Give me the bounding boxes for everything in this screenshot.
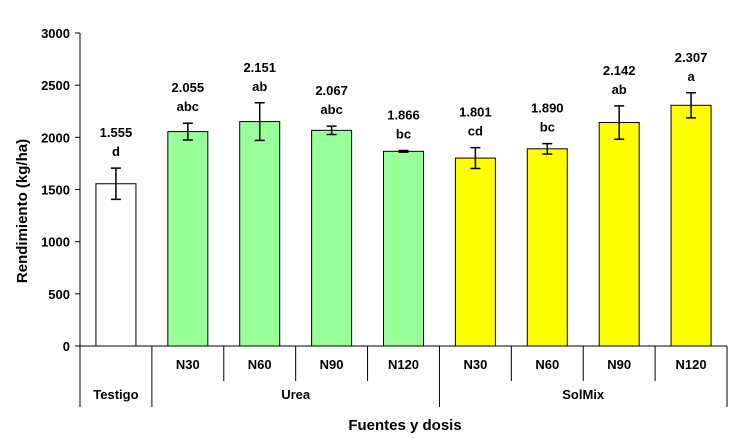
bar [167, 131, 209, 347]
value-label: 1.866 [387, 107, 420, 122]
x-category-label: N60 [535, 357, 559, 372]
significance-letter: bc [540, 120, 555, 135]
significance-letter: cd [468, 124, 483, 139]
value-label: 2.142 [603, 63, 636, 78]
x-category-label: N90 [607, 357, 631, 372]
bar [239, 121, 281, 347]
y-tick-label: 2000 [41, 130, 70, 145]
error-bar [614, 105, 625, 140]
error-bar [326, 125, 337, 136]
significance-letter: ab [252, 79, 267, 94]
value-label: 2.151 [243, 60, 276, 75]
bar [526, 148, 568, 347]
y-tick-label: 0 [63, 339, 70, 354]
significance-letter: a [687, 69, 695, 84]
value-label: 2.055 [172, 80, 205, 95]
bar [598, 122, 640, 347]
error-bar [542, 142, 553, 155]
significance-letter: abc [177, 99, 199, 114]
error-bar [398, 149, 409, 153]
significance-letter: bc [396, 126, 411, 141]
y-tick-label: 1000 [41, 235, 70, 250]
x-category-label: N30 [176, 357, 200, 372]
value-label: 1.890 [531, 101, 564, 116]
bar [311, 129, 353, 347]
value-label: 2.307 [675, 50, 708, 65]
significance-letter: abc [320, 102, 342, 117]
value-label: 2.067 [315, 83, 348, 98]
x-group-label: Urea [281, 387, 311, 402]
x-category-label: N90 [320, 357, 344, 372]
error-bar [182, 122, 193, 141]
x-category-label: N30 [463, 357, 487, 372]
bar [454, 157, 496, 347]
x-category-label: N120 [676, 357, 707, 372]
error-bar [254, 102, 265, 142]
y-axis: 0 500 1000 1500 2000 2500 3000 [41, 26, 81, 354]
error-bar [110, 167, 121, 201]
x-group-label: SolMix [562, 387, 605, 402]
value-label: 1.555 [100, 125, 133, 140]
bar [383, 150, 424, 347]
y-axis-title: Rendimiento (kg/ha) [14, 139, 31, 283]
y-tick-label: 2500 [41, 78, 70, 93]
x-group-label: Testigo [93, 387, 138, 402]
x-axis-title: Fuentes y dosis [348, 417, 461, 434]
x-category-label: N120 [388, 357, 419, 372]
x-axis: N30 N60 N90 N120 N30 N60 N90 N120 Testigo Urea Sol… [79, 345, 728, 407]
bar [670, 104, 712, 347]
error-bar [686, 92, 697, 119]
x-category-label: N60 [248, 357, 272, 372]
significance-letter: d [112, 144, 120, 159]
value-label: 1.801 [459, 105, 492, 120]
y-tick-label: 500 [48, 287, 70, 302]
significance-letter: ab [612, 82, 627, 97]
y-tick-label: 1500 [41, 183, 70, 198]
bar [95, 183, 137, 347]
y-tick-label: 3000 [41, 26, 70, 41]
error-bar [470, 146, 481, 170]
